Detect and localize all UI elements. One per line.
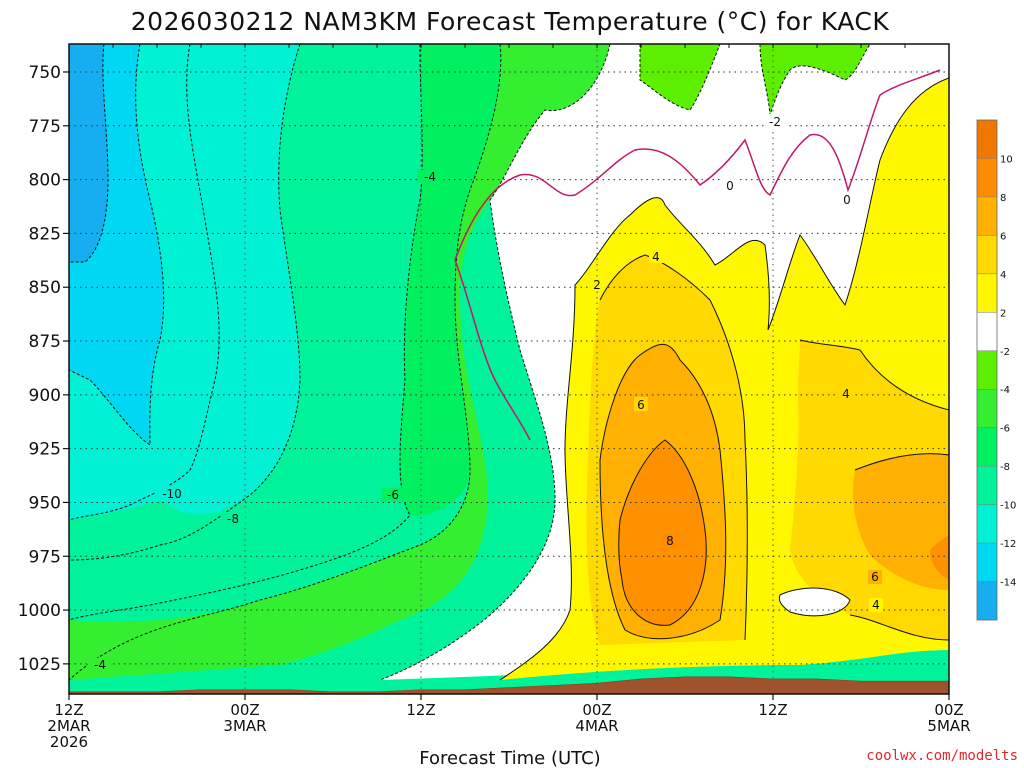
contour-label: 4 [872, 598, 880, 612]
x-tick-label: 2026 [50, 733, 88, 751]
x-tick-label: 3MAR [223, 717, 266, 735]
contour-label: -2 [769, 115, 781, 129]
y-tick-label: 800 [29, 171, 61, 191]
contour-label: 0 [726, 179, 734, 193]
colorbar-swatch [977, 273, 997, 313]
band-minus6-fill [400, 44, 520, 516]
contour-label: -6 [387, 488, 399, 502]
colorbar-swatch [977, 158, 997, 197]
contour-4-lower-right [778, 587, 949, 641]
band-8to10-fill [618, 440, 949, 626]
x-tick-label: 5MAR [927, 717, 970, 735]
colorbar-label: -2 [1000, 347, 1010, 358]
colorbar-label: -12 [1000, 539, 1016, 550]
colorbar: 10 8 6 4 2 -2 -4 -6 -8 -10 -12 -14 [976, 119, 1016, 621]
contour-label: -4 [424, 170, 436, 184]
contour-label: 8 [666, 534, 674, 548]
grid [68, 44, 950, 694]
x-tick-label: 12Z [406, 701, 435, 719]
colorbar-swatch [977, 120, 997, 159]
colorbar-label: 2 [1000, 308, 1006, 319]
x-tick-label: 00Z [582, 701, 611, 719]
contour-label: -4 [94, 658, 106, 672]
band-minus14-fill [69, 44, 108, 262]
contour-minus4 [69, 44, 502, 681]
contour-8 [618, 439, 707, 626]
colorbar-label: 8 [1000, 193, 1006, 204]
band-minus2-fill-top [640, 44, 870, 115]
contour-6 [599, 343, 949, 640]
temperature-field [69, 44, 949, 694]
colorbar-swatch [977, 389, 997, 428]
colorbar-label: -10 [1000, 501, 1016, 512]
contour-label-group: -4 -2 0 0 2 4 -10 -8 -6 6 8 6 4 4 -4 [88, 114, 883, 672]
colorbar-label: -14 [1000, 578, 1016, 589]
y-tick-label: 750 [29, 63, 61, 83]
colorbar-swatch [977, 543, 997, 582]
colorbar-label: -4 [1000, 385, 1010, 396]
y-tick-label: 875 [29, 332, 61, 352]
colorbar-label: 10 [1000, 154, 1013, 165]
contour-label: 6 [871, 570, 879, 584]
x-tick-label: 2MAR [47, 717, 90, 735]
colorbar-frame [976, 119, 998, 621]
contour-minus2-left [379, 44, 611, 681]
y-tick-label: 825 [29, 224, 61, 244]
contour-label: 2 [593, 278, 601, 292]
y-tick-label: 950 [29, 493, 61, 513]
colorbar-swatch [977, 196, 997, 236]
chart-title: 2026030212 NAM3KM Forecast Temperature (… [131, 7, 890, 36]
y-tick-label: 925 [29, 440, 61, 460]
x-axis-title: Forecast Time (UTC) [419, 748, 600, 768]
colorbar-swatch [977, 466, 997, 505]
contour-minus8 [69, 44, 301, 561]
colorbar-swatch [977, 581, 997, 620]
contour-label: -8 [227, 512, 239, 526]
band-minus4-fill [69, 44, 610, 680]
x-tick-label: 00Z [934, 701, 963, 719]
contour-zero [454, 69, 941, 441]
band-minus10-fill [69, 44, 300, 520]
contour-minus10 [69, 44, 220, 521]
contour-label: 0 [843, 193, 851, 207]
x-tick-label: 4MAR [575, 717, 618, 735]
y-tick-label: 850 [29, 278, 61, 298]
colorbar-swatch [977, 235, 997, 274]
ground-terrain [68, 676, 950, 695]
y-tick-label: 775 [29, 117, 61, 137]
colorbar-swatch [977, 350, 997, 390]
contour-label: 4 [652, 250, 660, 264]
colorbar-label: 6 [1000, 231, 1006, 242]
colorbar-swatch [977, 427, 997, 467]
contour-4 [599, 254, 949, 641]
colorbar-label: 4 [1000, 270, 1006, 281]
contour-minus6 [69, 44, 423, 621]
y-tick-label: 1025 [18, 655, 61, 675]
contour-label: -10 [162, 487, 182, 501]
colorbar-label: -8 [1000, 462, 1010, 473]
contour-label: 6 [637, 398, 645, 412]
y-tick-label: 975 [29, 547, 61, 567]
credit-text: coolwx.com/modelts [866, 748, 1018, 764]
colorbar-swatch [977, 504, 997, 544]
colorbar-swatch [977, 312, 997, 351]
pocket-warm-fill [779, 588, 850, 616]
colorbar-label: -6 [1000, 424, 1010, 435]
x-tick-label: 12Z [758, 701, 787, 719]
contour-minus2-top [639, 44, 871, 116]
x-tick-label: 00Z [230, 701, 259, 719]
x-tick-label: 12Z [54, 701, 83, 719]
contour-label: 4 [842, 387, 850, 401]
y-tick-label: 1000 [18, 601, 61, 621]
y-axis: 750 775 800 825 850 875 900 925 950 975 1000 1025 [18, 63, 69, 675]
y-tick-label: 900 [29, 386, 61, 406]
